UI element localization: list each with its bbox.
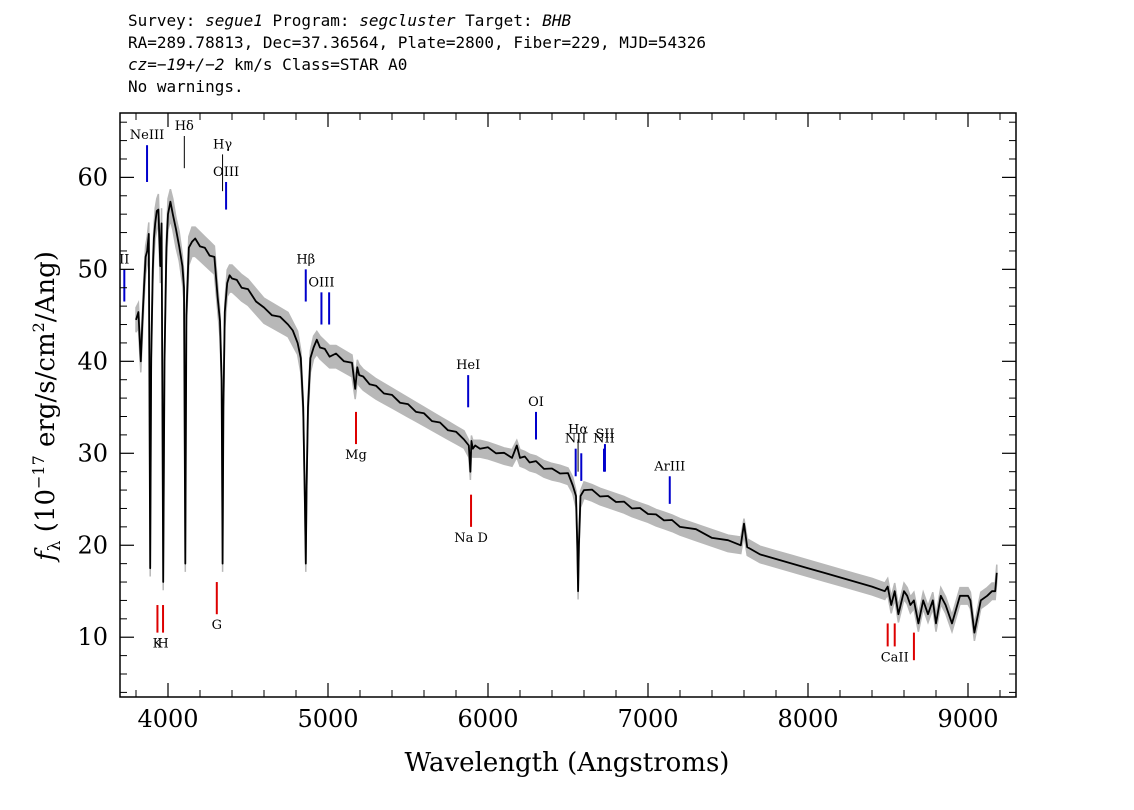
header-warnings-line: No warnings.: [128, 77, 244, 96]
program-value: segcluster: [359, 11, 456, 30]
line-label-9: OI: [528, 395, 544, 410]
line-label-2: Hγ: [213, 137, 232, 152]
error-band: [135, 189, 998, 642]
line-label-22: CaII: [881, 650, 909, 665]
y-tick-label: 50: [77, 255, 108, 283]
axis-ticks: 4000 5000 6000 7000 8000 9000 10 20 30 40 50 60: [77, 113, 1016, 733]
x-tick-label: 8000: [777, 705, 838, 733]
line-label-14: SII: [595, 427, 614, 442]
survey-value: segue1: [205, 11, 263, 30]
y-axis-label: fλ (10−17 erg/s/cm2/Ang): [29, 251, 65, 563]
plot-frame: [119, 112, 1017, 698]
target-value: BHB: [542, 11, 572, 30]
x-tick-label: 9000: [937, 705, 998, 733]
survey-label: Survey:: [128, 11, 206, 30]
line-label-4: II: [119, 252, 129, 267]
line-label-1: Hδ: [175, 119, 194, 134]
line-label-20: Na D: [454, 531, 488, 546]
line-label-15: ArIII: [653, 459, 685, 474]
line-label-6: OIII: [308, 275, 334, 290]
line-label-18: G: [212, 618, 222, 633]
y-tick-label: 10: [77, 623, 108, 651]
header-survey-line: Survey: segue1 Program: segcluster Targe…: [128, 10, 706, 32]
line-label-19: Mg: [345, 448, 367, 463]
line-label-3: OIII: [213, 165, 239, 180]
line-label-16: K: [153, 637, 163, 652]
x-tick-label: 4000: [137, 705, 198, 733]
line-label-8: HeI: [456, 358, 480, 373]
plot-axes: [119, 112, 1017, 698]
y-tick-label: 60: [77, 163, 108, 191]
redshift-value: cz=−19+/−2: [128, 55, 225, 74]
header-coordinates-line: RA=289.78813, Dec=37.36564, Plate=2800, …: [128, 33, 706, 52]
x-tick-label: 5000: [297, 705, 358, 733]
y-tick-label: 30: [77, 439, 108, 467]
target-label: Target:: [455, 11, 543, 30]
x-axis-label: Wavelength (Angstroms): [405, 748, 730, 778]
x-tick-label: 6000: [457, 705, 518, 733]
line-label-5: Hβ: [296, 252, 315, 267]
y-tick-label: 20: [77, 531, 108, 559]
header-redshift-line: cz=−19+/−2 km/s Class=STAR A0: [128, 54, 706, 76]
spectrum-header: Survey: segue1 Program: segcluster Targe…: [128, 10, 706, 98]
program-label: Program:: [262, 11, 360, 30]
line-label-17: H: [157, 637, 168, 652]
flux-series: [135, 200, 998, 634]
flux-error-band: [135, 189, 998, 642]
line-label-11: Hα: [568, 422, 588, 437]
y-tick-label: 40: [77, 347, 108, 375]
line-label-10: NII: [565, 432, 587, 447]
x-tick-label: 7000: [617, 705, 678, 733]
flux-line: [135, 200, 998, 634]
line-label-13: NII: [593, 432, 615, 447]
line-label-0: NeIII: [130, 128, 164, 143]
class-value: km/s Class=STAR A0: [224, 55, 408, 74]
